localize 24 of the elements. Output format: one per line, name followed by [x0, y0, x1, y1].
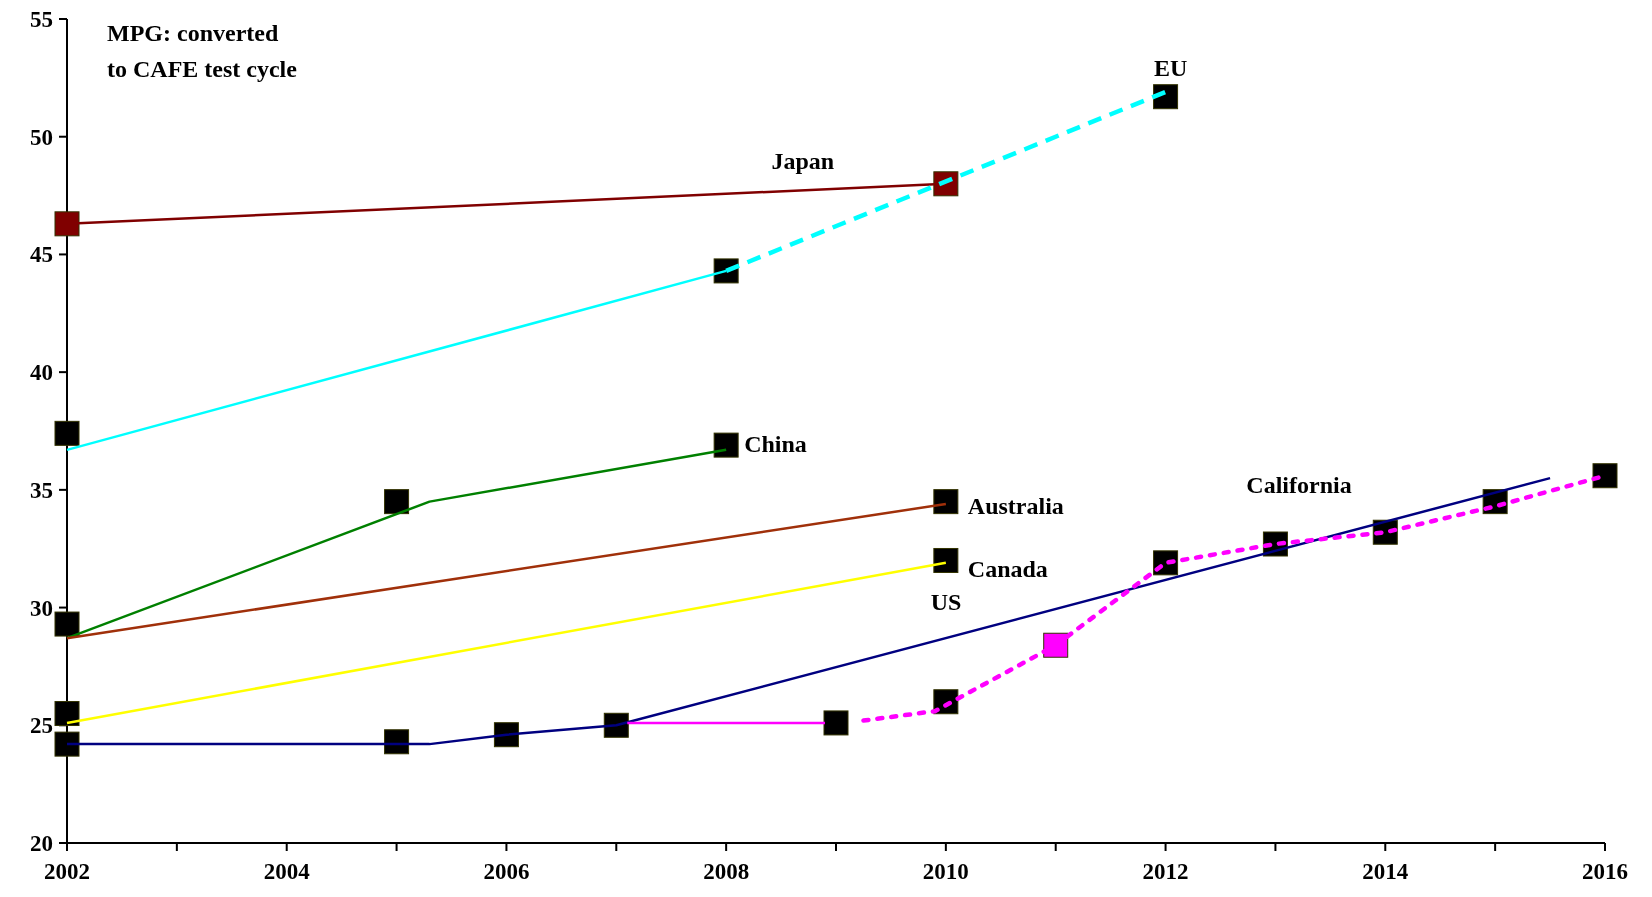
x-tick-label: 2014 [1362, 859, 1409, 884]
series-label: US [930, 589, 962, 616]
annotation: MPG: converted to CAFE test cycle [107, 20, 298, 82]
y-tick-label: 55 [30, 7, 53, 33]
y-tick-label: 35 [30, 477, 53, 503]
y-tick-label: 20 [30, 831, 53, 857]
y-tick-label: 30 [30, 595, 53, 621]
series-label: Canada [967, 556, 1048, 583]
x-tick-label: 2006 [483, 859, 530, 884]
series-label: California [1246, 472, 1352, 499]
series-label: EU [1153, 55, 1188, 82]
x-tick-label: 2002 [44, 859, 90, 884]
x-tick-label: 2016 [1582, 859, 1628, 884]
series-label: China [744, 431, 807, 458]
x-tick-label: 2008 [703, 859, 750, 884]
x-tick-label: 2010 [922, 859, 969, 884]
series-label: Australia [967, 493, 1064, 520]
x-tick-label: 2004 [263, 859, 311, 884]
y-tick-label: 45 [30, 242, 53, 268]
x-tick-label: 2012 [1142, 859, 1189, 884]
y-tick-label: 40 [30, 360, 53, 386]
y-tick-label: 50 [30, 124, 53, 150]
series-label: Japan [771, 148, 835, 175]
y-tick-label: 25 [30, 713, 53, 739]
